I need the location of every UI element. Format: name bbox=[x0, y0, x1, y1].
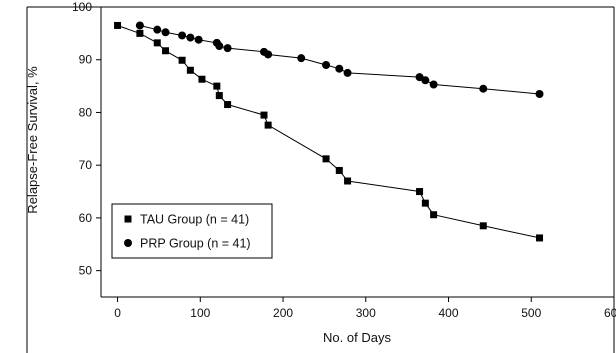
data-point-circle bbox=[297, 54, 306, 63]
data-point-circle bbox=[343, 68, 352, 77]
data-point-square bbox=[186, 66, 194, 74]
x-axis: 0 100 200 300 400 500 600 bbox=[114, 297, 616, 320]
data-point-square bbox=[536, 234, 544, 242]
data-point-circle bbox=[215, 42, 224, 51]
x-tick-label: 0 bbox=[114, 306, 121, 320]
data-point-square bbox=[153, 39, 161, 47]
x-tick-label: 200 bbox=[273, 306, 293, 320]
data-point-square bbox=[430, 211, 438, 219]
series-prp bbox=[135, 21, 544, 98]
data-point-square bbox=[198, 75, 206, 83]
data-point-square bbox=[264, 121, 272, 129]
data-point-square bbox=[224, 101, 232, 109]
legend-marker-square bbox=[124, 215, 132, 223]
y-axis-label: Relapse-Free Survival, % bbox=[25, 66, 40, 214]
y-tick-label: 80 bbox=[79, 105, 93, 119]
y-tick-label: 50 bbox=[79, 264, 93, 278]
series-layer bbox=[114, 21, 544, 242]
x-tick-label: 400 bbox=[439, 306, 459, 320]
x-tick-label: 600 bbox=[604, 306, 616, 320]
x-tick-label: 100 bbox=[190, 306, 210, 320]
data-point-circle bbox=[429, 80, 438, 89]
data-point-circle bbox=[135, 21, 144, 30]
y-axis: 50 60 70 80 90 100 bbox=[72, 0, 101, 278]
data-point-square bbox=[136, 29, 144, 37]
data-point-circle bbox=[178, 31, 187, 40]
x-tick-label: 300 bbox=[356, 306, 376, 320]
data-point-circle bbox=[223, 44, 232, 53]
data-point-square bbox=[213, 82, 221, 90]
data-point-square bbox=[421, 199, 429, 207]
data-point-square bbox=[215, 92, 223, 100]
data-point-circle bbox=[161, 28, 170, 37]
data-point-square bbox=[162, 47, 170, 55]
legend: TAU Group (n = 41) PRP Group (n = 41) bbox=[111, 203, 273, 259]
data-point-circle bbox=[421, 76, 430, 85]
legend-box bbox=[111, 203, 273, 259]
series-line bbox=[139, 25, 540, 95]
x-axis-label: No. of Days bbox=[323, 330, 391, 345]
legend-marker-circle bbox=[124, 239, 132, 247]
y-tick-label: 60 bbox=[79, 211, 93, 225]
data-point-circle bbox=[194, 35, 203, 44]
x-tick-label: 500 bbox=[521, 306, 541, 320]
plot-frame bbox=[26, 6, 615, 353]
y-tick-label: 70 bbox=[79, 158, 93, 172]
data-point-square bbox=[114, 21, 122, 29]
data-point-circle bbox=[535, 90, 544, 98]
data-point-circle bbox=[322, 61, 331, 69]
legend-entry-label: TAU Group (n = 41) bbox=[140, 213, 249, 227]
y-tick-label: 90 bbox=[79, 53, 93, 67]
data-point-square bbox=[479, 222, 487, 230]
data-point-square bbox=[322, 155, 330, 163]
data-point-square bbox=[178, 56, 186, 64]
data-point-circle bbox=[264, 50, 273, 59]
data-point-circle bbox=[479, 84, 488, 93]
data-point-circle bbox=[153, 25, 162, 34]
y-tick-label: 100 bbox=[72, 0, 92, 14]
data-point-square bbox=[416, 188, 424, 196]
data-point-square bbox=[260, 111, 268, 119]
data-point-circle bbox=[335, 64, 344, 73]
legend-entry-label: PRP Group (n = 41) bbox=[140, 237, 251, 251]
data-point-square bbox=[344, 177, 352, 185]
series-tau bbox=[114, 21, 544, 242]
data-point-circle bbox=[186, 33, 195, 42]
data-point-square bbox=[335, 166, 343, 174]
